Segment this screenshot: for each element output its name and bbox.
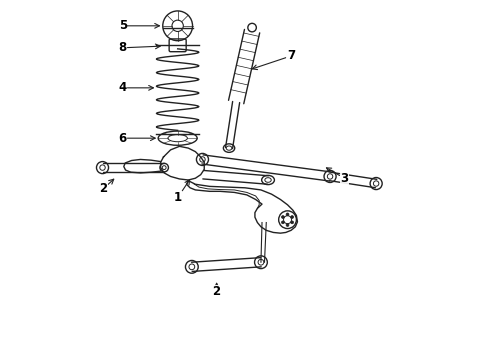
Text: 2: 2 — [213, 283, 220, 298]
Circle shape — [291, 221, 294, 224]
Circle shape — [286, 213, 289, 216]
Text: 2: 2 — [99, 179, 114, 195]
Text: 6: 6 — [119, 132, 155, 145]
Circle shape — [282, 216, 284, 219]
Text: 5: 5 — [119, 19, 159, 32]
Text: 3: 3 — [326, 168, 348, 185]
Circle shape — [286, 224, 289, 226]
Text: 7: 7 — [252, 49, 295, 69]
Circle shape — [291, 216, 294, 219]
Text: 4: 4 — [119, 81, 153, 94]
Text: 1: 1 — [173, 180, 190, 204]
Text: 8: 8 — [119, 41, 160, 54]
Circle shape — [282, 221, 284, 224]
